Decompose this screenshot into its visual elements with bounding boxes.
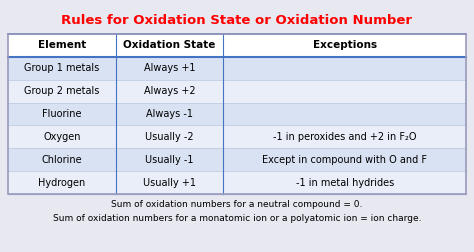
Text: -1 in metal hydrides: -1 in metal hydrides — [295, 178, 394, 187]
Bar — [8, 148, 466, 171]
Text: Sum of oxidation numbers for a neutral compound = 0.: Sum of oxidation numbers for a neutral c… — [111, 200, 363, 209]
Text: -1 in peroxides and +2 in F₂O: -1 in peroxides and +2 in F₂O — [273, 132, 416, 142]
Text: Group 1 metals: Group 1 metals — [24, 63, 100, 73]
Bar — [8, 34, 466, 57]
Text: Exceptions: Exceptions — [312, 40, 377, 50]
Bar — [8, 34, 466, 194]
Text: Except in compound with O and F: Except in compound with O and F — [262, 155, 427, 165]
Text: Always -1: Always -1 — [146, 109, 193, 119]
Text: Fluorine: Fluorine — [42, 109, 82, 119]
Text: Always +2: Always +2 — [144, 86, 195, 96]
Text: Element: Element — [38, 40, 86, 50]
Text: Always +1: Always +1 — [144, 63, 195, 73]
Text: Oxidation State: Oxidation State — [123, 40, 216, 50]
Bar — [8, 103, 466, 125]
Bar — [8, 171, 466, 194]
Text: Oxygen: Oxygen — [43, 132, 81, 142]
Text: Sum of oxidation numbers for a monatomic ion or a polyatomic ion = ion charge.: Sum of oxidation numbers for a monatomic… — [53, 214, 421, 223]
Bar — [8, 34, 466, 194]
Text: Chlorine: Chlorine — [42, 155, 82, 165]
Text: Usually -1: Usually -1 — [145, 155, 194, 165]
Bar — [8, 57, 466, 80]
Text: Group 2 metals: Group 2 metals — [24, 86, 100, 96]
Text: Usually +1: Usually +1 — [143, 178, 196, 187]
Text: Hydrogen: Hydrogen — [38, 178, 85, 187]
Bar — [8, 80, 466, 103]
Text: Rules for Oxidation State or Oxidation Number: Rules for Oxidation State or Oxidation N… — [62, 14, 412, 27]
Bar — [8, 125, 466, 148]
Text: Usually -2: Usually -2 — [145, 132, 194, 142]
